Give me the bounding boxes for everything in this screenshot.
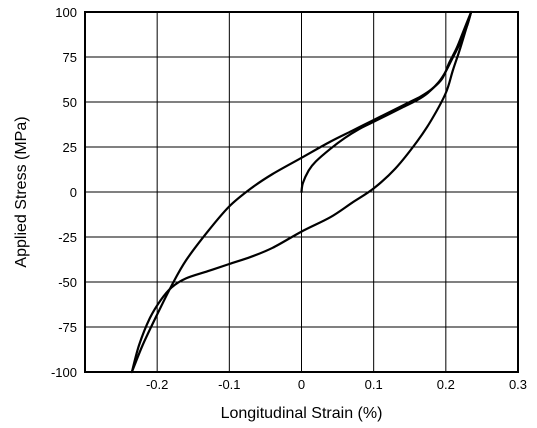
x-axis-title: Longitudinal Strain (%) <box>221 405 383 422</box>
x-tick-label: -0.2 <box>146 377 168 392</box>
y-tick-label: -100 <box>51 365 77 380</box>
x-tick-label: 0 <box>298 377 305 392</box>
x-tick-label: -0.1 <box>218 377 240 392</box>
series-line-2 <box>130 10 473 374</box>
x-tick-label: 0.1 <box>365 377 383 392</box>
y-tick-label: -75 <box>58 320 77 335</box>
y-tick-label: -50 <box>58 275 77 290</box>
x-tick-label: 0.3 <box>509 377 527 392</box>
y-tick-label: 50 <box>63 95 77 110</box>
y-tick-label: 25 <box>63 140 77 155</box>
x-tick-label: 0.2 <box>437 377 455 392</box>
plot-frame <box>84 11 519 373</box>
y-tick-labels: 100 75 50 25 0 -25 -50 -75 -100 <box>51 5 77 380</box>
x-tick-labels: -0.2 -0.1 0 0.1 0.2 0.3 <box>146 377 527 392</box>
y-axis-title: Applied Stress (MPa) <box>13 116 30 267</box>
y-tick-label: 100 <box>55 5 77 20</box>
curves <box>130 10 473 374</box>
series-line-3 <box>130 10 473 374</box>
y-tick-label: 0 <box>70 185 77 200</box>
y-tick-label: 75 <box>63 50 77 65</box>
y-tick-label: -25 <box>58 230 77 245</box>
